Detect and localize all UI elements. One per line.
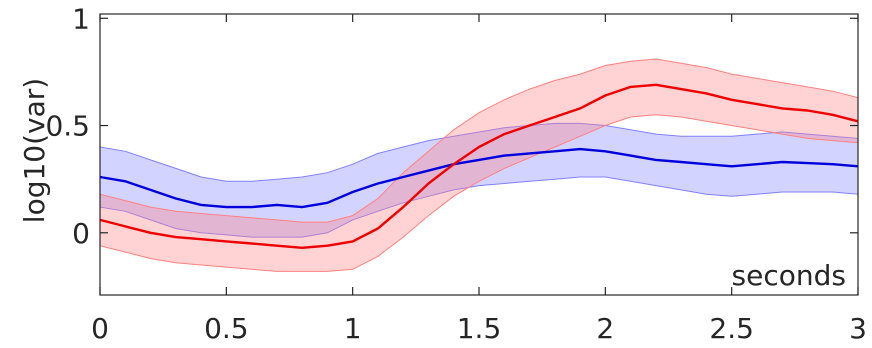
x-tick-label: 0: [91, 312, 109, 345]
series-2-line: [99, 83, 859, 250]
axis-ticks: [99, 14, 859, 295]
x-tick-label: 1.5: [457, 312, 502, 345]
series-lines: [99, 83, 859, 250]
y-tick-label: 0: [72, 217, 90, 250]
y-tick-labels: 00.51: [45, 2, 90, 250]
y-axis-label: log10(var): [18, 78, 51, 223]
y-tick-label: 0.5: [45, 110, 90, 143]
x-tick-label: 2: [596, 312, 614, 345]
x-tick-label: 0.5: [204, 312, 249, 345]
x-axis-label: seconds: [732, 259, 846, 292]
x-tick-label: 2.5: [709, 312, 754, 345]
x-tick-labels: 0 0.5 1 1.5 2 2.5 3: [91, 312, 867, 345]
x-tick-label: 3: [849, 312, 867, 345]
x-tick-label: 1: [344, 312, 362, 345]
series-1-line: [99, 147, 859, 209]
y-tick-label: 1: [72, 2, 90, 35]
